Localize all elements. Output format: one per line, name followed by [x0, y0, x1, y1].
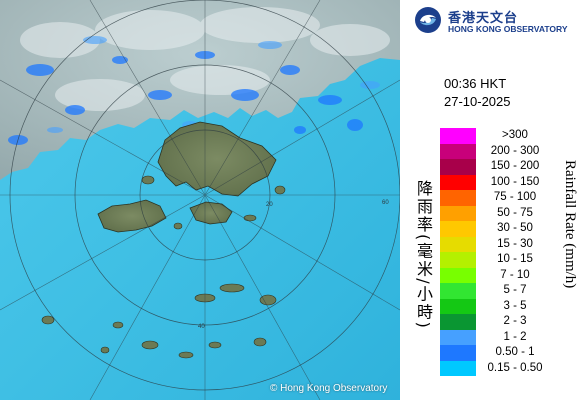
ring-label-40: 40 [198, 324, 205, 330]
legend-swatch [440, 205, 476, 221]
copyright-notice: © Hong Kong Observatory [270, 383, 388, 394]
radar-map: 20 40 60 © Hong Kong Observatory [0, 0, 400, 400]
legend-swatch [440, 360, 476, 376]
legend-swatch [440, 314, 476, 330]
legend-label: 0.15 - 0.50 [487, 361, 543, 374]
legend-swatch [440, 190, 476, 206]
legend-title-chinese: 降雨率(毫米/小時) [414, 180, 433, 330]
legend-value-labels: >300 200 - 300 150 - 200 100 - 150 75 - 100 5… [480, 128, 550, 376]
legend-panel: 香港天文台 HONG KONG OBSERVATORY 00:36 HKT 27… [400, 0, 577, 400]
radar-map-canvas: 20 40 60 [0, 0, 400, 400]
legend-swatch [440, 267, 476, 283]
legend-label: 15 - 30 [497, 237, 533, 250]
org-name-english: HONG KONG OBSERVATORY [448, 24, 568, 34]
legend-label: 100 - 150 [490, 175, 540, 188]
legend-swatch [440, 252, 476, 268]
legend-swatch [440, 329, 476, 345]
legend-swatch [440, 283, 476, 299]
legend-color-scale [440, 128, 476, 376]
rain-echoes [8, 51, 363, 145]
legend-label: 10 - 15 [497, 253, 533, 265]
outlying-islands [41, 175, 286, 359]
lantau-island [97, 199, 167, 233]
legend-swatch [440, 236, 476, 252]
legend-swatch [440, 159, 476, 175]
legend-label: 3 - 5 [503, 299, 527, 312]
legend-label: 150 - 200 [490, 160, 540, 172]
legend-label: 0.50 - 1 [495, 346, 535, 358]
legend-label: 5 - 7 [503, 284, 527, 296]
hong-kong-island [189, 201, 233, 225]
legend-label: 7 - 10 [500, 268, 530, 281]
hko-logo: 香港天文台 HONG KONG OBSERVATORY [414, 6, 574, 36]
legend-label: >300 [502, 129, 528, 141]
bearing-lines [0, 0, 400, 400]
legend-label: 1 - 2 [503, 330, 527, 343]
observation-date: 27-10-2025 [444, 94, 511, 109]
hong-kong-territory [157, 121, 277, 197]
legend-label: 2 - 3 [503, 315, 527, 327]
legend-swatch [440, 298, 476, 314]
legend-title-english: Rainfall Rate (mm/h) [562, 160, 577, 289]
legend-label: 75 - 100 [493, 191, 537, 203]
legend-label: 30 - 50 [497, 222, 533, 234]
legend-swatch [440, 143, 476, 159]
legend-label: 50 - 75 [497, 206, 533, 219]
legend-swatch [440, 174, 476, 190]
cloud-texture [20, 7, 390, 111]
ring-label-20: 20 [266, 202, 273, 208]
observation-time: 00:36 HKT [444, 76, 507, 91]
legend-swatch [440, 221, 476, 237]
legend-swatch [440, 128, 476, 144]
legend-label: 200 - 300 [490, 144, 540, 157]
hko-emblem-icon [415, 7, 441, 33]
legend-swatch [440, 345, 476, 361]
ring-label-60: 60 [382, 200, 389, 206]
org-name-chinese: 香港天文台 [448, 11, 519, 26]
